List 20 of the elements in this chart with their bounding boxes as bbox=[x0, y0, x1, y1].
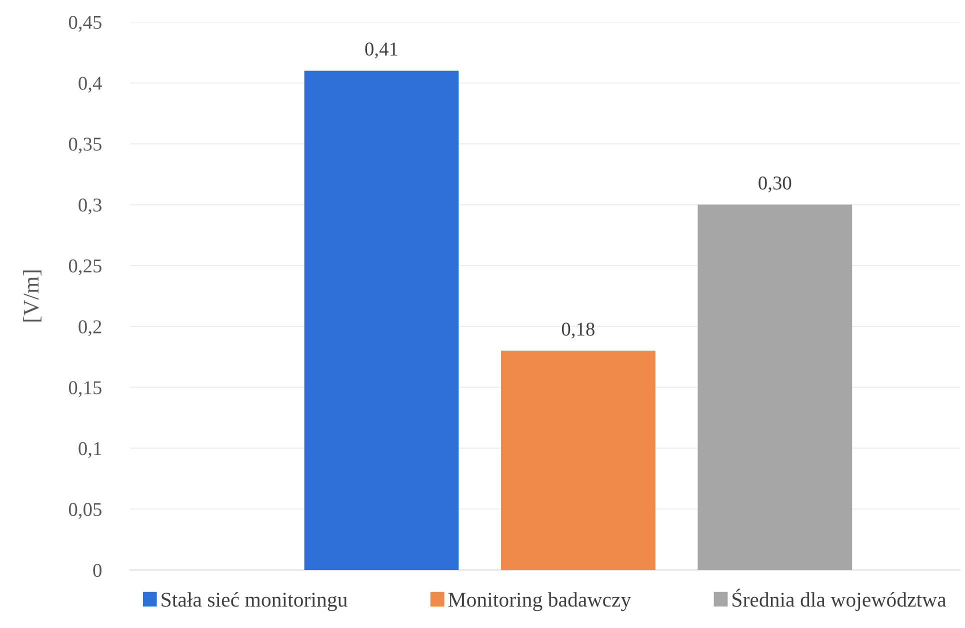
y-axis-title: [V/m] bbox=[23, 270, 42, 322]
y-tick-label: 0,15 bbox=[68, 381, 102, 398]
data-label: 0,41 bbox=[365, 42, 398, 58]
legend-label: Średnia dla województwa bbox=[732, 588, 946, 612]
y-tick-label: 0,1 bbox=[78, 442, 102, 458]
y-tick-label: 0,4 bbox=[78, 76, 102, 93]
y-tick-label: 0 bbox=[93, 564, 102, 577]
y-tick-label: 0,3 bbox=[78, 198, 102, 214]
y-tick-label: 0,25 bbox=[68, 259, 102, 276]
y-tick-label: 0,05 bbox=[68, 502, 102, 519]
data-label: 0,18 bbox=[562, 322, 594, 339]
y-tick-label: 0,45 bbox=[68, 16, 102, 32]
bar bbox=[698, 204, 852, 570]
y-tick-label: 0,2 bbox=[78, 320, 102, 336]
bar bbox=[501, 350, 656, 570]
legend-label: Monitoring badawczy bbox=[448, 592, 632, 612]
legend-label: Stała sieć monitoringu bbox=[162, 592, 348, 612]
y-tick-label: 0,35 bbox=[68, 138, 102, 154]
data-label: 0,30 bbox=[758, 176, 792, 192]
bar bbox=[304, 70, 459, 570]
